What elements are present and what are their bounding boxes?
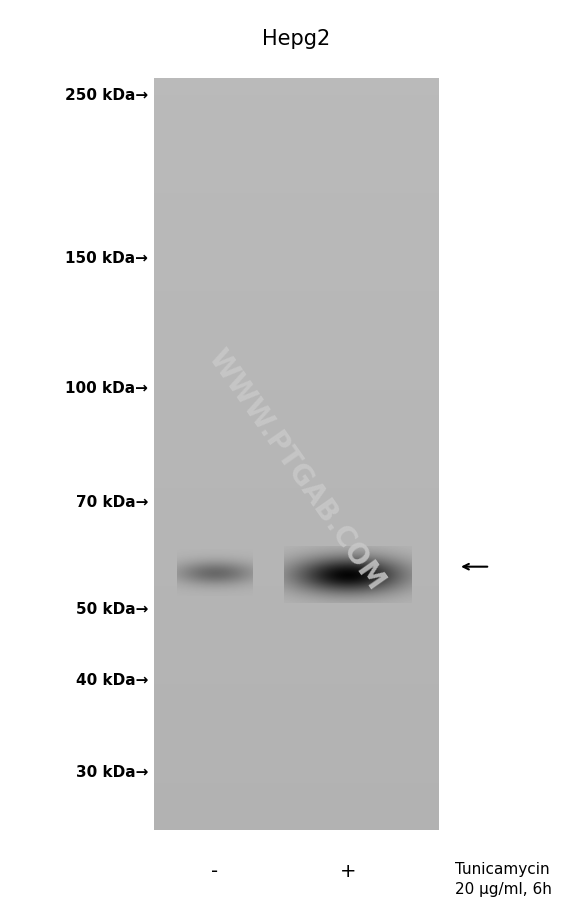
Text: 50 kDa→: 50 kDa→	[75, 602, 148, 616]
Text: 70 kDa→: 70 kDa→	[75, 494, 148, 509]
Text: Tunicamycin
20 μg/ml, 6h: Tunicamycin 20 μg/ml, 6h	[455, 861, 552, 897]
Text: 150 kDa→: 150 kDa→	[65, 251, 148, 266]
Text: WWW.PTGAB.COM: WWW.PTGAB.COM	[202, 344, 390, 594]
Text: 40 kDa→: 40 kDa→	[75, 673, 148, 687]
Text: 100 kDa→: 100 kDa→	[65, 381, 148, 395]
Text: 250 kDa→: 250 kDa→	[65, 88, 148, 103]
Text: -: -	[211, 861, 218, 880]
Text: +: +	[340, 861, 356, 880]
Text: 30 kDa→: 30 kDa→	[75, 764, 148, 779]
Text: Hepg2: Hepg2	[262, 29, 330, 49]
